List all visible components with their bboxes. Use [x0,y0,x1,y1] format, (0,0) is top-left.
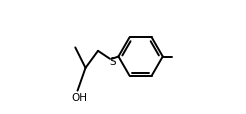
Text: OH: OH [71,92,87,102]
Text: S: S [109,56,116,66]
